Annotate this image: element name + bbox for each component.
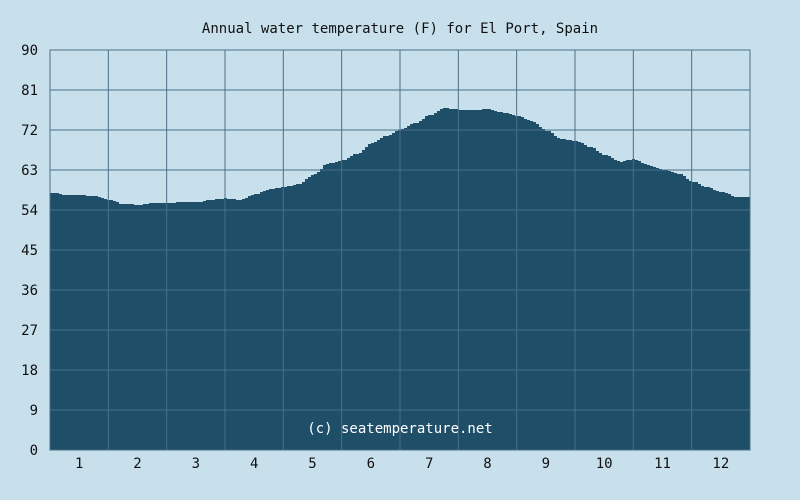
x-tick-label: 12 [712,456,729,472]
y-tick-label: 27 [21,323,38,339]
x-tick-label: 3 [192,456,200,472]
y-tick-label: 9 [30,403,38,419]
y-tick-label: 45 [21,243,38,259]
grid-layer [49,49,751,451]
x-tick-label: 4 [250,456,258,472]
y-tick-label: 81 [21,83,38,99]
chart-title: Annual water temperature (F) for El Port… [202,21,598,37]
y-tick-label: 36 [21,283,38,299]
x-tick-label: 7 [425,456,433,472]
y-tick-label: 0 [30,443,38,459]
x-tick-label: 9 [542,456,550,472]
x-tick-label: 2 [133,456,141,472]
watermark-annotation: (c) seatemperature.net [307,421,492,437]
y-tick-label: 54 [21,203,38,219]
x-tick-label: 8 [483,456,491,472]
y-tick-label: 18 [21,363,38,379]
y-tick-label: 72 [21,123,38,139]
x-tick-label: 6 [367,456,375,472]
x-tick-label: 5 [308,456,316,472]
y-tick-label: 63 [21,163,38,179]
x-tick-label: 1 [75,456,83,472]
y-tick-label: 90 [21,43,38,59]
x-tick-label: 10 [596,456,613,472]
plot-border [49,49,751,451]
x-tick-label: 11 [654,456,671,472]
